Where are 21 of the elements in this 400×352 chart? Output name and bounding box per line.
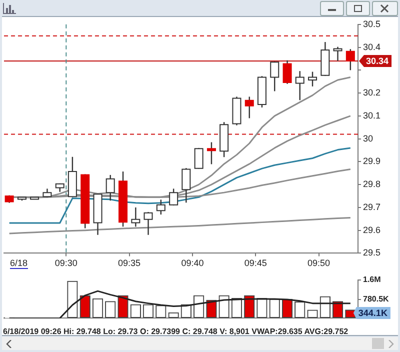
annotation: 344.1K <box>358 308 388 318</box>
y-tick-label: 29.5 <box>363 248 381 258</box>
y-tick-label: 29.8 <box>363 179 381 190</box>
y-tick-label: 29.6 <box>363 224 381 235</box>
y-tick-label: 30.1 <box>363 110 381 120</box>
y-tick-label: 1.6M <box>363 275 382 284</box>
ref-line-label: 30.34 <box>366 56 389 66</box>
text: 6/18/2019 09:26 Hi: 29.748 Lo: 29.73 O: 29.7399 C: 29.748 V: 8,901 VWAP:29.635 AVG:29.752 <box>3 327 348 336</box>
y-tick-label: 30.5 <box>363 18 381 29</box>
y-tick-label: 30.4 <box>363 42 381 52</box>
x-tick-label: 09:40 <box>181 258 204 268</box>
y-tick-label: 780.5K <box>363 294 390 304</box>
x-tick-label: 09:45 <box>244 258 267 268</box>
x-tick-label: 09:50 <box>308 258 330 268</box>
x-tick-label: 09:35 <box>118 258 141 268</box>
y-tick-label: 29.9 <box>363 156 381 166</box>
text: 6/18 <box>10 258 28 269</box>
x-tick-label: 09:30 <box>54 258 78 268</box>
y-tick-label: 30.2 <box>363 88 381 98</box>
y-tick-label: 29.7 <box>363 202 381 212</box>
y-tick-label: 30 <box>363 133 374 144</box>
